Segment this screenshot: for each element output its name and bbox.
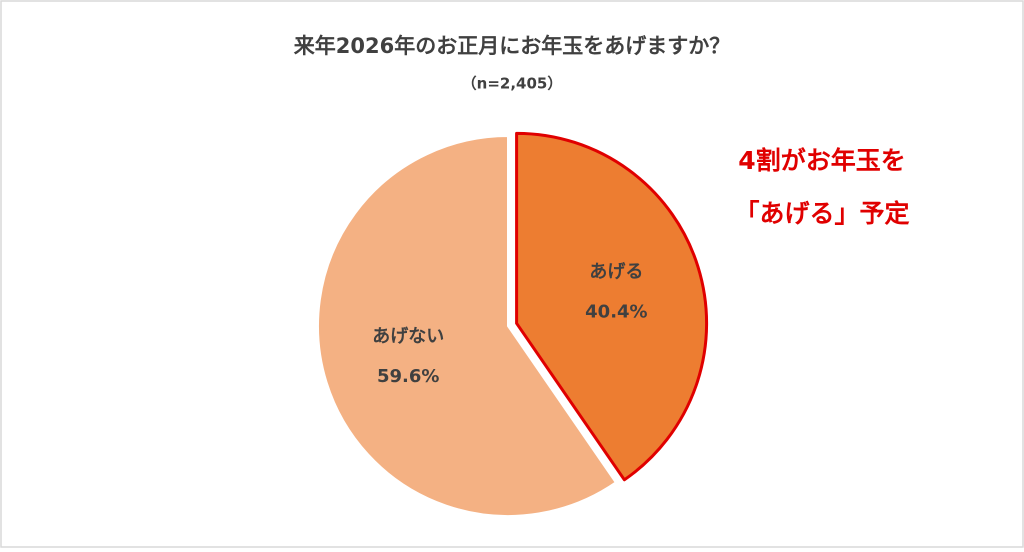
slice-label: あげない [372,326,444,347]
chart-subtitle: （n=2,405） [462,75,563,93]
data-label: 40.4% [585,301,647,322]
pie-slice [317,135,617,517]
slice-label: あげる [589,261,643,282]
chart-title: 来年2026年のお正月にお年玉をあげますか？ [294,34,730,58]
pie: あげる 40.4% あげない 59.6% [317,131,709,517]
pie-slice [515,131,709,482]
annotation: 4割がお年玉を [738,146,905,175]
data-label: 59.6% [377,366,439,387]
annotation: 「あげる」予定 [734,199,909,228]
